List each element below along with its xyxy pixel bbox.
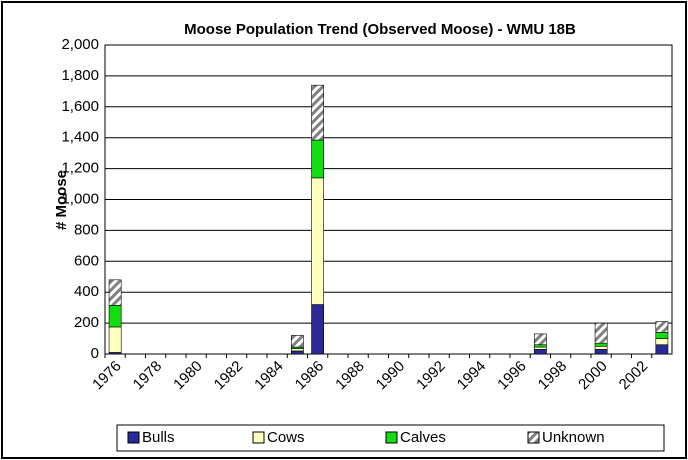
y-tick-label: 0 <box>91 345 99 362</box>
legend-label: Cows <box>267 429 305 446</box>
bar-segment <box>290 350 304 355</box>
legend-swatch <box>127 431 140 444</box>
bar-segment <box>655 332 669 339</box>
legend-label: Unknown <box>542 429 605 446</box>
y-tick-label: 2,000 <box>61 36 99 53</box>
bar-segment <box>311 177 324 305</box>
bar-segment <box>108 326 122 353</box>
bar-segment <box>594 322 608 344</box>
y-tick-label: 1,200 <box>61 160 99 177</box>
bar-segment <box>108 305 122 328</box>
y-tick-label: 1,800 <box>61 67 99 84</box>
y-tick-label: 800 <box>74 221 99 238</box>
bar-segment <box>594 345 608 350</box>
bar-segment <box>533 349 547 355</box>
y-tick-label: 400 <box>74 283 99 300</box>
bar-segment <box>533 333 547 346</box>
bar-segment <box>533 344 547 348</box>
y-tick-label: 1,600 <box>61 98 99 115</box>
legend-swatch <box>527 431 540 444</box>
bar-segment <box>655 344 669 355</box>
chart-title: Moose Population Trend (Observed Moose) … <box>184 21 576 38</box>
legend-label: Bulls <box>142 429 175 446</box>
y-tick-label: 1,000 <box>61 190 99 207</box>
y-tick-label: 1,400 <box>61 129 99 146</box>
y-tick-label: 600 <box>74 252 99 269</box>
y-axis-label: # Moose <box>53 170 70 230</box>
bar-segment <box>311 84 324 141</box>
y-tick-label: 200 <box>74 314 99 331</box>
bar-segment <box>108 279 122 306</box>
bar-segment <box>311 139 324 179</box>
bar-segment <box>290 348 304 352</box>
legend-label: Calves <box>400 429 446 446</box>
bar-segment <box>311 304 324 355</box>
bar-segment <box>594 349 608 355</box>
bar-segment <box>533 346 547 350</box>
legend-swatch <box>252 431 265 444</box>
bar-segment <box>594 342 608 347</box>
legend-swatch <box>385 431 398 444</box>
bar-segment <box>655 338 669 346</box>
bar-segment <box>290 335 304 348</box>
bar-segment <box>655 321 669 333</box>
